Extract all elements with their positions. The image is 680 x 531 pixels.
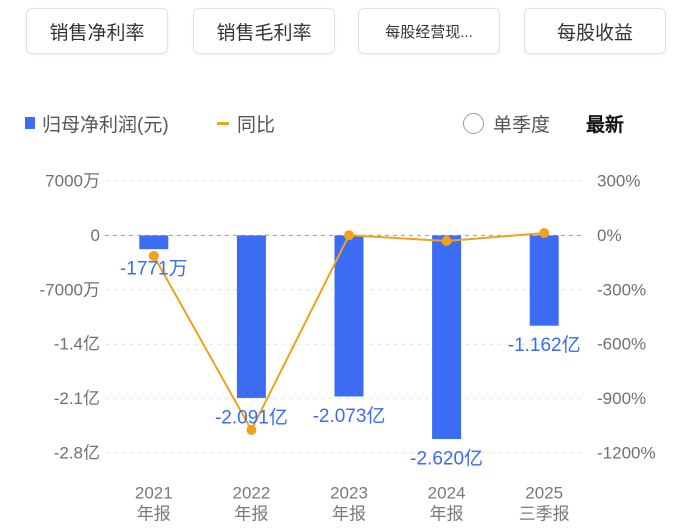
legend-item-net-profit[interactable]: 归母净利润(元) (25, 106, 169, 140)
x-tick-label: 2023 (330, 484, 368, 503)
yoy-point (539, 228, 550, 239)
bar (139, 235, 169, 250)
single-quarter-label: 单季度 (493, 114, 551, 136)
y-left-tick-label: -2.1亿 (54, 389, 100, 408)
y-right-tick-label: -600% (597, 335, 646, 354)
bar-value-label: -1771万 (120, 259, 188, 280)
legend-item-yoy[interactable]: 同比 (217, 106, 275, 140)
bar-value-label: -2.073亿 (313, 405, 386, 427)
tab-label: 销售毛利率 (216, 22, 312, 44)
y-left-tick-label: -2.8亿 (54, 444, 100, 463)
bar-value-label: -2.620亿 (410, 448, 483, 470)
bar-value-label: -2.091亿 (215, 406, 288, 428)
tab-label: 每股经营现... (385, 23, 473, 41)
y-left-tick-label: 0 (91, 226, 100, 245)
y-left-tick-label: 7000万 (45, 172, 100, 191)
tab-operating-cash-per-share[interactable]: 每股经营现... (358, 8, 500, 54)
bar (334, 235, 364, 397)
x-tick-label: 2022 (232, 484, 270, 503)
chart-legend: 归母净利润(元) 同比 单季度 最新 (0, 106, 680, 140)
radio-icon[interactable] (463, 112, 484, 134)
y-right-tick-label: 0% (597, 226, 622, 245)
y-right-tick-label: -900% (597, 389, 646, 408)
y-right-tick-label: -1200% (597, 444, 656, 463)
bar-series-legend-icon (25, 117, 35, 129)
yoy-point (246, 424, 257, 435)
tab-earnings-per-share[interactable]: 每股收益 (524, 8, 666, 54)
latest-label: 最新 (586, 114, 625, 136)
legend-label: 归母净利润(元) (42, 114, 169, 136)
legend-label: 同比 (237, 114, 276, 136)
y-left-tick-label: -1.4亿 (54, 335, 100, 354)
bar (529, 235, 559, 326)
x-tick-label: 2021 (135, 484, 173, 503)
latest-button[interactable]: 最新 (586, 106, 624, 140)
y-right-tick-label: 300% (597, 172, 640, 191)
x-tick-sublabel: 年报 (137, 505, 171, 524)
x-tick-sublabel: 年报 (430, 505, 464, 524)
single-quarter-toggle[interactable]: 单季度 (463, 106, 550, 140)
tab-label: 每股收益 (556, 22, 633, 44)
bar (432, 235, 462, 440)
tab-label: 销售净利率 (49, 22, 145, 44)
yoy-point (344, 230, 354, 241)
bar (236, 235, 266, 398)
x-tick-sublabel: 年报 (332, 505, 366, 524)
tab-gross-profit-margin[interactable]: 销售毛利率 (193, 8, 335, 54)
x-tick-label: 2024 (428, 484, 466, 503)
line-series-legend-icon (217, 121, 229, 125)
yoy-point (441, 236, 452, 247)
tab-net-profit-margin[interactable]: 销售净利率 (26, 8, 168, 54)
y-left-tick-label: -7000万 (40, 280, 100, 299)
yoy-point (148, 250, 159, 261)
bar-value-label: -1.162亿 (508, 334, 581, 356)
x-tick-label: 2025 (525, 484, 563, 503)
y-right-tick-label: -300% (597, 280, 646, 299)
x-tick-sublabel: 三季报 (519, 505, 570, 524)
x-tick-sublabel: 年报 (234, 505, 268, 524)
